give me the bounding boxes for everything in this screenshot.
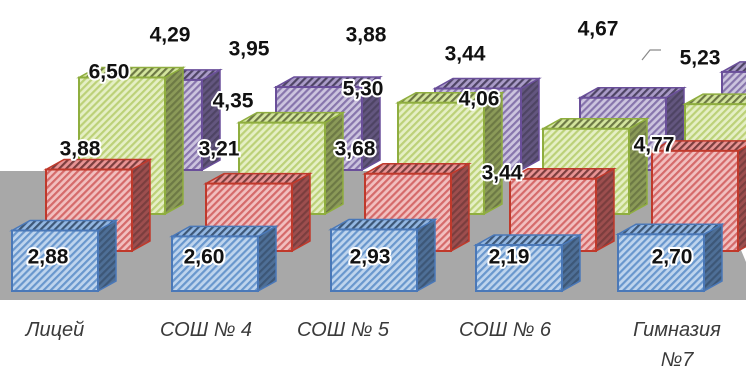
value-label: 2,60 [184, 246, 225, 269]
value-label: 3,44 [482, 162, 523, 185]
bars-layer [9, 61, 746, 293]
value-label: 3,88 [346, 24, 387, 47]
category-label: СОШ № 6 [459, 319, 552, 341]
bar-series-0-cat-0 [9, 219, 119, 293]
value-label: 5,30 [343, 78, 384, 101]
value-label: 3,68 [335, 138, 376, 161]
bar-series-0-cat-1 [169, 225, 279, 293]
value-label: 2,19 [489, 246, 530, 269]
bar-series-0-cat-4 [615, 223, 725, 293]
value-label: 2,93 [350, 246, 391, 269]
value-label: 2,70 [652, 246, 693, 269]
value-label: 3,44 [445, 43, 486, 66]
value-labels: 2,88 2,60 2,93 2,19 2,70 3,88 3,21 3,68 3,44 4,77… [26, 16, 723, 271]
category-label: Гимназия [633, 319, 721, 341]
category-label: СОШ № 4 [160, 319, 252, 341]
leader-line [641, 49, 661, 61]
value-label: 6,50 [89, 61, 130, 84]
value-label: 4,06 [459, 88, 500, 111]
value-label: 3,21 [199, 138, 240, 161]
value-label: 4,67 [578, 18, 619, 41]
value-label: 4,29 [150, 24, 191, 47]
category-axis: Лицей СОШ № 4 СОШ № 5 СОШ № 6 Гимназия №7 [24, 319, 721, 371]
value-label: 3,88 [60, 138, 101, 161]
category-label: Лицей [24, 319, 85, 341]
value-label: 2,88 [28, 246, 69, 269]
bar-series-0-cat-2 [328, 218, 438, 293]
value-label: 4,77 [634, 134, 675, 157]
leader-lines [641, 49, 661, 61]
category-label: СОШ № 5 [297, 319, 390, 341]
category-label: №7 [661, 349, 695, 371]
bar-series-0-cat-3 [473, 233, 583, 293]
value-label: 4,35 [213, 90, 254, 113]
value-label: 3,95 [229, 38, 270, 61]
value-label: 5,23 [680, 47, 721, 70]
